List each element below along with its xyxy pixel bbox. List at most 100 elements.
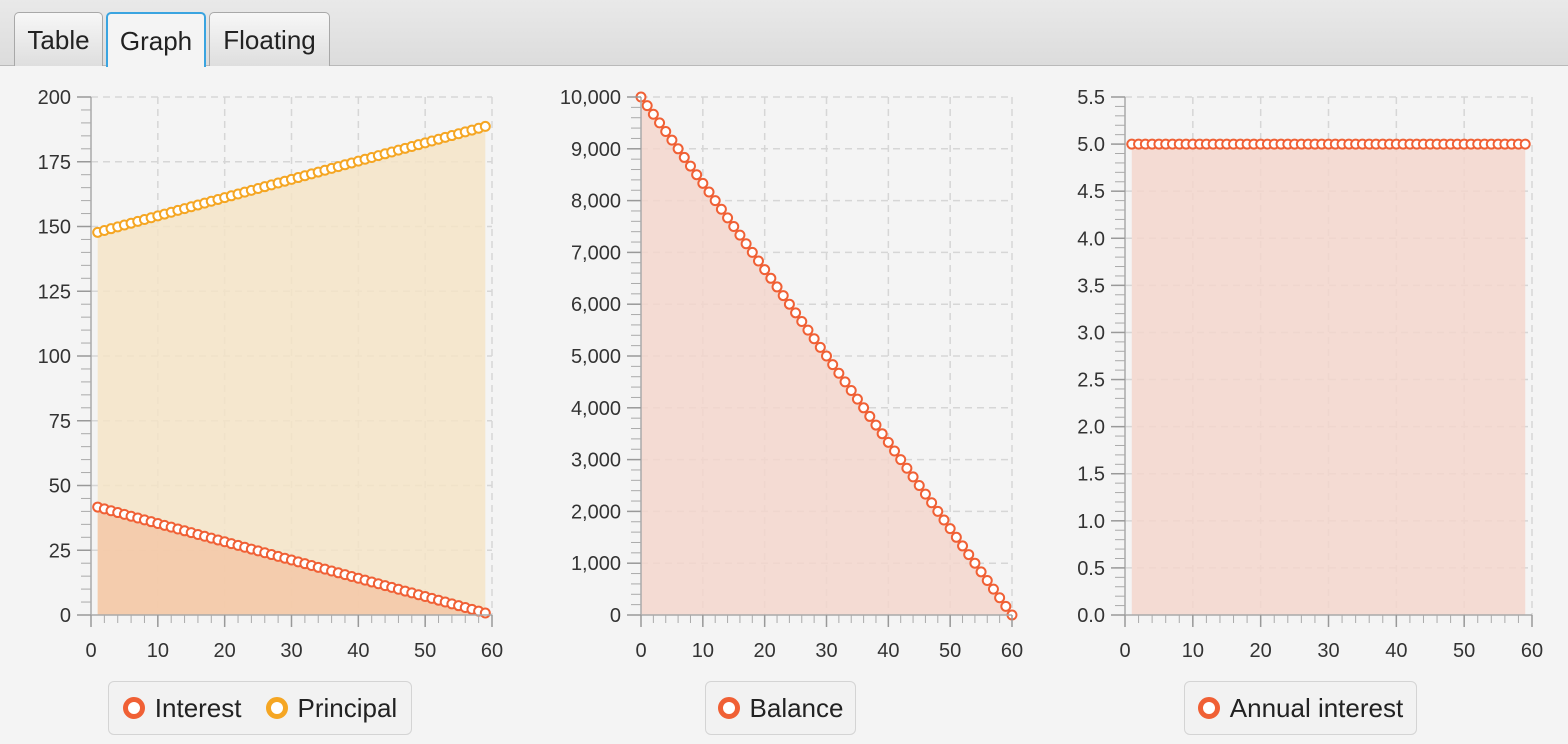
data-point xyxy=(759,264,771,276)
data-point xyxy=(981,574,993,586)
y-tick-label: 5.0 xyxy=(1077,134,1105,156)
x-tick-label: 50 xyxy=(414,640,436,662)
y-tick-label: 0.0 xyxy=(1077,605,1105,627)
data-point xyxy=(684,160,696,172)
data-point xyxy=(858,402,870,414)
data-point xyxy=(827,359,839,371)
data-point xyxy=(808,333,820,345)
data-point xyxy=(666,134,678,146)
legend-interest-principal: Interest Principal xyxy=(108,681,412,735)
x-tick-label: 0 xyxy=(1119,640,1130,662)
x-tick-label: 40 xyxy=(877,640,899,662)
data-point xyxy=(1519,138,1531,150)
data-point xyxy=(790,307,802,319)
data-point xyxy=(660,126,672,138)
y-tick-label: 2.0 xyxy=(1077,417,1105,439)
data-point xyxy=(802,324,814,336)
legend-item-annual-interest[interactable]: Annual interest xyxy=(1197,693,1403,724)
data-point xyxy=(957,540,969,552)
x-tick-label: 50 xyxy=(939,640,961,662)
data-point xyxy=(654,117,666,129)
annual-interest-chart-svg: 0 10 20 30 40 50 60 0.0 0.5 1.0 1.5 2.0 2.5 3.0 3.5 4.0… xyxy=(1077,87,1543,662)
data-point xyxy=(963,549,975,561)
data-point xyxy=(870,419,882,431)
y-tick-label: 6,000 xyxy=(571,294,621,316)
data-point xyxy=(839,376,851,388)
data-point xyxy=(746,246,758,258)
x-tick-label: 10 xyxy=(147,640,169,662)
y-tick-label: 2,000 xyxy=(571,501,621,523)
markers-annual-interest xyxy=(1126,138,1531,150)
tab-graph[interactable]: Graph xyxy=(106,12,206,67)
data-point xyxy=(734,229,746,241)
tab-table[interactable]: Table xyxy=(14,12,103,66)
data-point xyxy=(479,120,491,132)
data-point xyxy=(938,514,950,526)
x-tick-label: 10 xyxy=(692,640,714,662)
data-point xyxy=(796,315,808,327)
y-tick-label: 50 xyxy=(49,476,71,498)
legend-annual-interest: Annual interest xyxy=(1184,681,1417,735)
y-tick-label: 8,000 xyxy=(571,191,621,213)
y-tick-label: 150 xyxy=(38,217,71,239)
x-tick-label: 30 xyxy=(1317,640,1339,662)
y-tick-label: 25 xyxy=(49,540,71,562)
data-point xyxy=(777,290,789,302)
y-tick-label: 5.5 xyxy=(1077,87,1105,109)
y-tick-label: 10,000 xyxy=(560,87,621,109)
y-tick-label: 0 xyxy=(610,605,621,627)
y-tick-label: 4.5 xyxy=(1077,181,1105,203)
markers-principal xyxy=(92,120,491,238)
tab-table-label: Table xyxy=(27,25,90,55)
tab-floating[interactable]: Floating xyxy=(209,12,330,66)
x-tick-label: 20 xyxy=(1250,640,1272,662)
legend-item-interest[interactable]: Interest xyxy=(122,692,242,724)
data-point xyxy=(969,557,981,569)
x-tick-label: 60 xyxy=(481,640,503,662)
data-point xyxy=(709,195,721,207)
data-point xyxy=(913,480,925,491)
legend-item-principal[interactable]: Principal xyxy=(265,692,398,724)
data-point xyxy=(845,385,857,397)
data-point xyxy=(715,203,727,215)
data-point xyxy=(697,177,709,189)
data-point xyxy=(975,566,987,578)
y-tick-label: 125 xyxy=(38,281,71,303)
data-point xyxy=(647,108,659,120)
data-point xyxy=(950,531,962,543)
x-tick-label: 60 xyxy=(1521,640,1543,662)
legend-label-interest: Interest xyxy=(154,692,242,723)
tab-graph-label: Graph xyxy=(119,26,193,56)
x-tick-label: 30 xyxy=(280,640,302,662)
interest-principal-chart-svg: 0 10 20 30 40 50 60 0 25 50 75 100 125 150 175 200 xyxy=(38,87,504,662)
balance-chart-svg: 0 10 20 30 40 50 60 0 1,000 2,000 3,000 4,000 5,000 6… xyxy=(560,87,1023,662)
legend-item-balance[interactable]: Balance xyxy=(717,693,843,724)
data-point xyxy=(851,393,863,405)
legend-label-principal: Principal xyxy=(297,692,398,723)
y-tick-label: 1.5 xyxy=(1077,464,1105,486)
area-principal xyxy=(97,126,486,616)
x-tick-label: 40 xyxy=(1385,640,1407,662)
data-point xyxy=(833,367,845,379)
x-tick-label: 20 xyxy=(214,640,236,662)
x-tick-label: 50 xyxy=(1453,640,1475,662)
y-tick-label: 0.5 xyxy=(1077,558,1105,580)
y-tick-label: 3.0 xyxy=(1077,322,1105,344)
y-tick-label: 9,000 xyxy=(571,139,621,161)
data-point xyxy=(901,462,913,474)
data-point xyxy=(641,100,653,112)
y-tick-label: 3,000 xyxy=(571,450,621,472)
x-tick-label: 20 xyxy=(754,640,776,662)
area-annual-interest xyxy=(1131,144,1526,615)
y-tick-label: 2.5 xyxy=(1077,370,1105,392)
data-point xyxy=(722,212,734,224)
principal-marker-icon xyxy=(265,697,288,719)
data-point xyxy=(864,410,876,422)
data-point xyxy=(876,428,888,440)
data-point xyxy=(882,436,894,448)
x-tick-label: 30 xyxy=(815,640,837,662)
y-tick-label: 4.0 xyxy=(1077,228,1105,250)
data-point xyxy=(907,471,919,483)
interest-marker-icon xyxy=(122,697,145,719)
x-tick-label: 60 xyxy=(1001,640,1023,662)
